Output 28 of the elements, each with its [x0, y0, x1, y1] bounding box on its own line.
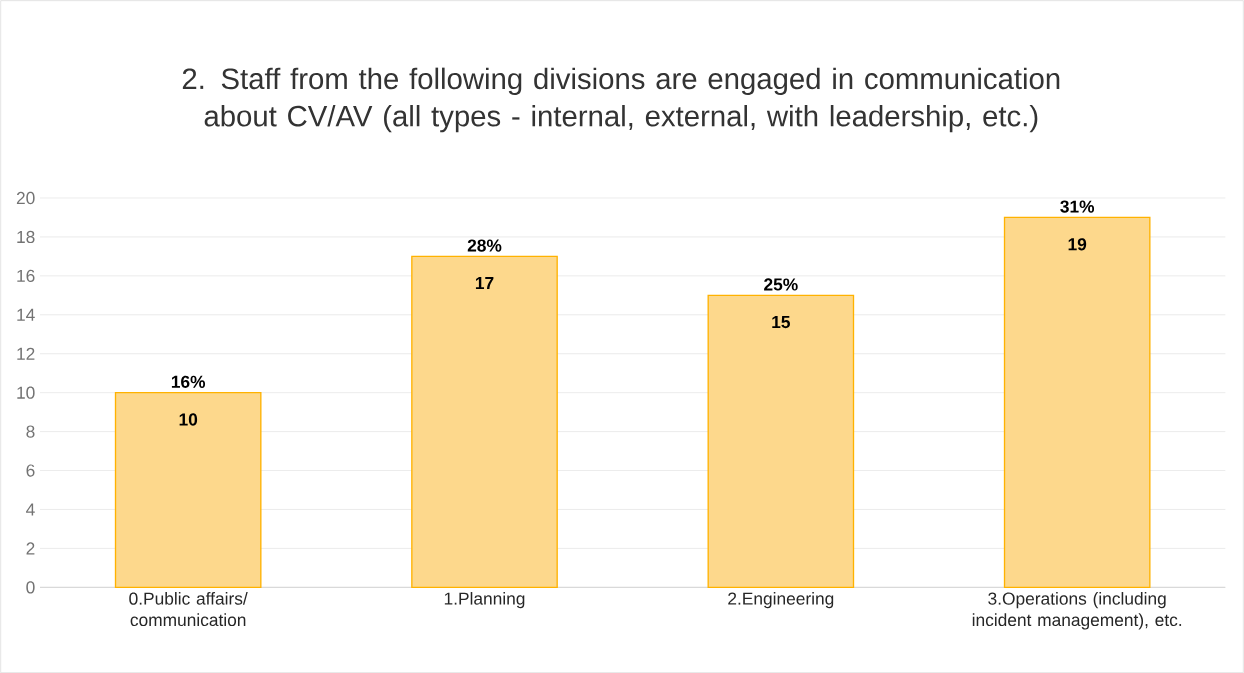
x-tick-label: 2.Engineering — [728, 591, 834, 609]
y-tick-label: 14 — [17, 308, 35, 321]
y-tick-label: 2 — [26, 542, 35, 555]
bar — [707, 294, 855, 588]
y-tick-label: 6 — [26, 464, 35, 477]
data-label: 10 — [179, 413, 198, 426]
annotation: 16% — [171, 375, 206, 388]
x-tick-label: 3.Operations (including incident management), etc. — [972, 591, 1182, 630]
y-tick-label: 12 — [17, 347, 35, 360]
annotation: 31% — [1060, 200, 1095, 213]
data-label: 17 — [475, 276, 494, 289]
y-tick-label: 18 — [17, 230, 35, 243]
data-label: 15 — [772, 315, 790, 328]
annotation: 28% — [467, 239, 502, 252]
y-tick-label: 10 — [17, 386, 35, 399]
annotation: 25% — [764, 278, 798, 291]
bar — [1003, 216, 1151, 588]
x-tick-label: 1.Planning — [444, 591, 525, 609]
y-tick-label: 16 — [17, 269, 35, 282]
y-tick-label: 20 — [16, 191, 35, 204]
data-label: 19 — [1068, 238, 1087, 251]
y-tick-label: 0 — [26, 581, 35, 594]
y-tick-label: 4 — [26, 503, 35, 516]
chart-title: 2. Staff from the following divisions are engaged in communication about CV/AV (all types - internal, external, with leadership, etc.) — [182, 67, 1060, 133]
x-tick-label: 0.Public affairs/ communication — [129, 591, 248, 626]
bar — [114, 391, 262, 588]
y-tick-label: 8 — [26, 425, 35, 438]
bar — [411, 255, 558, 588]
